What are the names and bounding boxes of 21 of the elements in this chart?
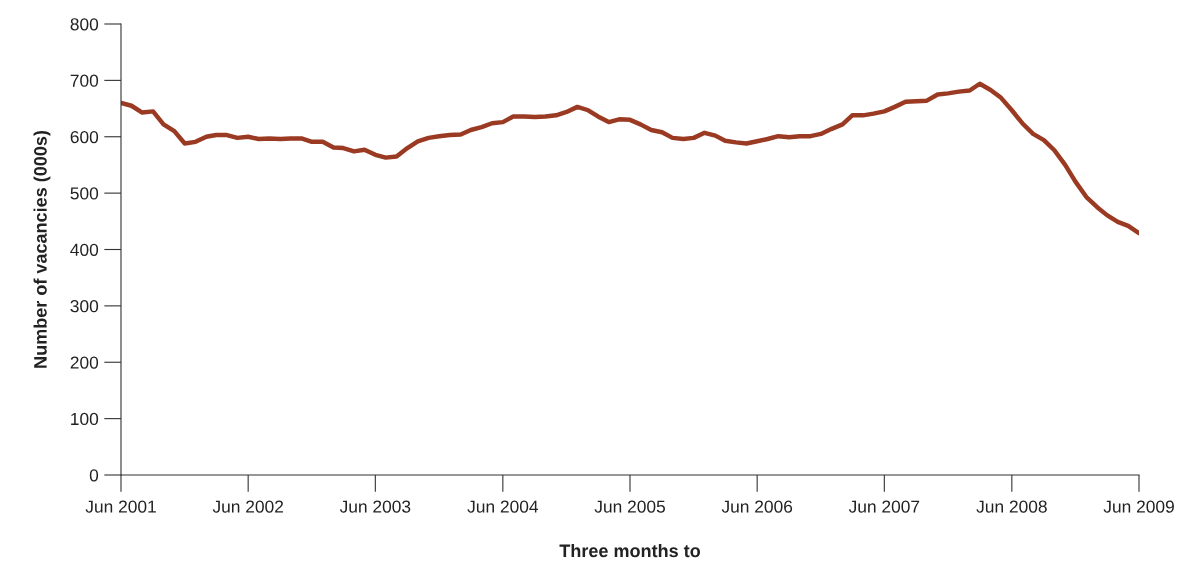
y-tick-label: 400 — [70, 243, 99, 256]
x-tick-label: Jun 2001 — [85, 500, 156, 513]
y-axis-title: Number of vacancies (000s) — [33, 130, 51, 368]
x-axis-title: Three months to — [559, 543, 701, 558]
y-tick-label: 100 — [71, 412, 99, 426]
y-tick-label: 600 — [70, 130, 99, 144]
y-tick-label: 700 — [70, 74, 99, 87]
line-series — [121, 81, 1139, 236]
x-tick-label: Jun 2002 — [212, 500, 284, 513]
x-tick-label: Jun 2003 — [339, 500, 411, 513]
y-tick-label: 800 — [70, 18, 99, 31]
y-tick-label: 500 — [70, 187, 99, 200]
y-tick-label: 200 — [70, 356, 99, 369]
x-tick-label: Jun 2006 — [721, 500, 793, 513]
x-tick-label: Jun 2004 — [467, 500, 539, 513]
x-tick-label: Jun 2008 — [976, 500, 1047, 513]
x-tick-label: Jun 2007 — [848, 500, 920, 513]
y-tick-label: 300 — [70, 300, 99, 313]
x-tick-label: Jun 2005 — [594, 500, 665, 513]
x-tick-label: Jun 2009 — [1103, 500, 1174, 513]
y-tick-label: 0 — [89, 469, 99, 482]
